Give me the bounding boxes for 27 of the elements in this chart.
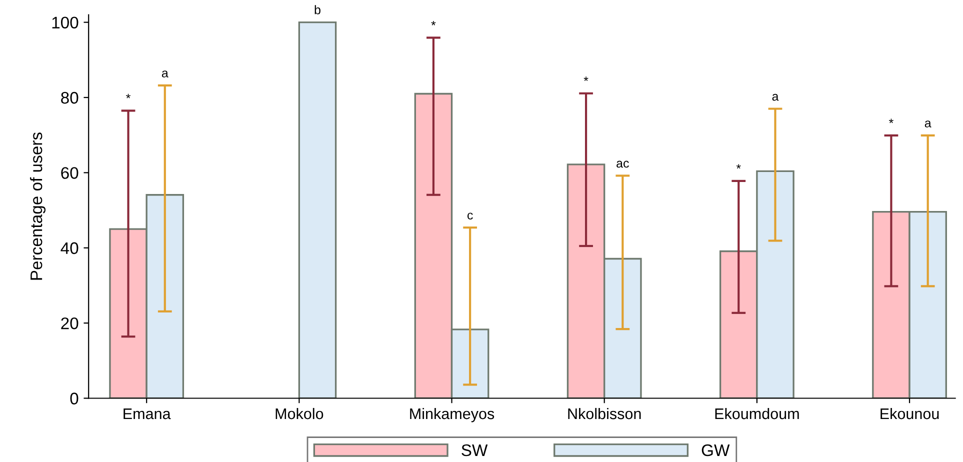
text: GW	[702, 444, 730, 456]
annotation: *	[888, 118, 894, 124]
annotation: *	[736, 164, 741, 169]
annotation: *	[584, 76, 588, 81]
bar	[298, 21, 337, 398]
y-tick-label: 100	[52, 16, 78, 29]
y-tick-label: 0	[70, 392, 78, 404]
annotation: a	[772, 94, 779, 101]
text: SW	[462, 444, 488, 456]
y-tick-label: 60	[61, 167, 78, 179]
annotation: c	[467, 212, 473, 220]
x-tick-label: Ekoumdoum	[715, 408, 799, 420]
text: b	[314, 5, 320, 14]
annotation: *	[126, 94, 131, 98]
x-tick-label: Ekounou	[880, 408, 939, 420]
x-tick-label: Minkameyos	[410, 408, 494, 422]
x-tick-label: Emana	[124, 408, 171, 420]
annotation: *	[431, 20, 436, 26]
x-tick-label: Nkolbisson	[568, 408, 641, 420]
y-tick-label: 20	[61, 317, 78, 330]
y-tick-label: 80	[61, 92, 78, 104]
y-tick-label: 40	[60, 242, 78, 254]
y-axis-title: Percentage of users	[30, 132, 46, 280]
annotation: a	[924, 120, 932, 128]
x-tick-label: Mokolo	[276, 408, 324, 420]
annotation: a	[162, 70, 168, 78]
annotation: ac	[616, 160, 629, 168]
